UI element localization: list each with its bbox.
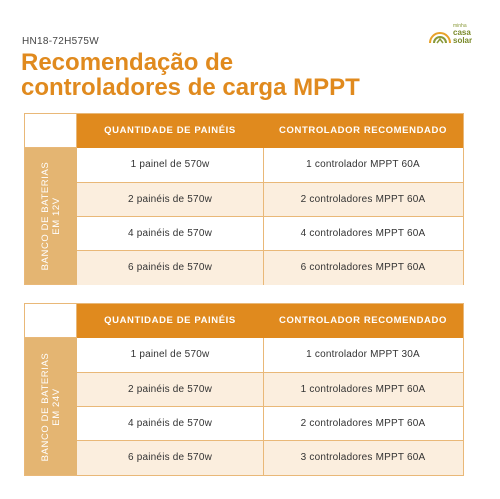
table-12v: QUANTIDADE DE PAINÉIS CONTROLADOR RECOME… [24, 113, 464, 285]
table-header: QUANTIDADE DE PAINÉIS CONTROLADOR RECOME… [77, 114, 463, 148]
model-code: HN18-72H575W [22, 36, 99, 47]
cell-paineis: 6 painéis de 570w [77, 441, 264, 475]
table-row: 2 painéis de 570w 1 controladores MPPT 6… [77, 372, 463, 407]
cell-paineis: 4 painéis de 570w [77, 217, 264, 251]
table-row: 4 painéis de 570w 4 controladores MPPT 6… [77, 216, 463, 251]
table-row: 1 painel de 570w 1 controlador MPPT 60A [77, 148, 463, 182]
table-24v: QUANTIDADE DE PAINÉIS CONTROLADOR RECOME… [24, 303, 464, 476]
cell-controlador: 6 controladores MPPT 60A [300, 262, 426, 273]
table-row: 6 painéis de 570w 3 controladores MPPT 6… [77, 440, 463, 475]
side-label-line2: EM 24V [51, 387, 62, 426]
brand-logo: minha casa solar [428, 21, 482, 49]
table-row: 1 painel de 570w 1 controlador MPPT 30A [77, 338, 463, 372]
logo-text-small: minha [453, 23, 467, 29]
logo-text-line2: solar [453, 36, 473, 45]
cell-controlador: 4 controladores MPPT 60A [300, 228, 426, 239]
header-controlador: CONTROLADOR RECOMENDADO [279, 315, 447, 326]
header-quantidade: QUANTIDADE DE PAINÉIS [104, 125, 236, 136]
title-line-2: controladores de carga MPPT [21, 74, 360, 101]
cell-paineis: 2 painéis de 570w [77, 183, 264, 217]
table-corner [25, 304, 77, 338]
table-row: 2 painéis de 570w 2 controladores MPPT 6… [77, 182, 463, 217]
side-label-12v: BANCO DE BATERIAS EM 12V [25, 148, 77, 284]
table-row: 6 painéis de 570w 6 controladores MPPT 6… [77, 250, 463, 285]
page-title: Recomendação de controladores de carga M… [21, 50, 360, 100]
header-quantidade: QUANTIDADE DE PAINÉIS [104, 315, 236, 326]
cell-controlador: 2 controladores MPPT 60A [300, 418, 426, 429]
logo-text-line1: casa [453, 28, 471, 37]
table-corner [25, 114, 77, 148]
cell-paineis: 1 painel de 570w [77, 338, 264, 372]
title-line-1: Recomendação de [21, 49, 234, 76]
cell-controlador: 1 controladores MPPT 60A [300, 384, 426, 395]
cell-paineis: 4 painéis de 570w [77, 407, 264, 441]
side-label-line2: EM 12V [51, 197, 62, 235]
cell-paineis: 6 painéis de 570w [77, 251, 264, 285]
header-controlador: CONTROLADOR RECOMENDADO [279, 125, 447, 136]
side-label-line1: BANCO DE BATERIAS [40, 352, 51, 461]
cell-controlador: 3 controladores MPPT 60A [300, 452, 426, 463]
cell-paineis: 1 painel de 570w [77, 148, 264, 182]
sun-house-icon [429, 32, 451, 44]
cell-controlador: 1 controlador MPPT 60A [306, 159, 420, 170]
cell-controlador: 2 controladores MPPT 60A [300, 194, 426, 205]
side-label-line1: BANCO DE BATERIAS [40, 161, 51, 271]
side-label-24v: BANCO DE BATERIAS EM 24V [25, 338, 77, 475]
table-header: QUANTIDADE DE PAINÉIS CONTROLADOR RECOME… [77, 304, 463, 338]
table-row: 4 painéis de 570w 2 controladores MPPT 6… [77, 406, 463, 441]
cell-paineis: 2 painéis de 570w [77, 373, 264, 407]
cell-controlador: 1 controlador MPPT 30A [306, 349, 420, 360]
